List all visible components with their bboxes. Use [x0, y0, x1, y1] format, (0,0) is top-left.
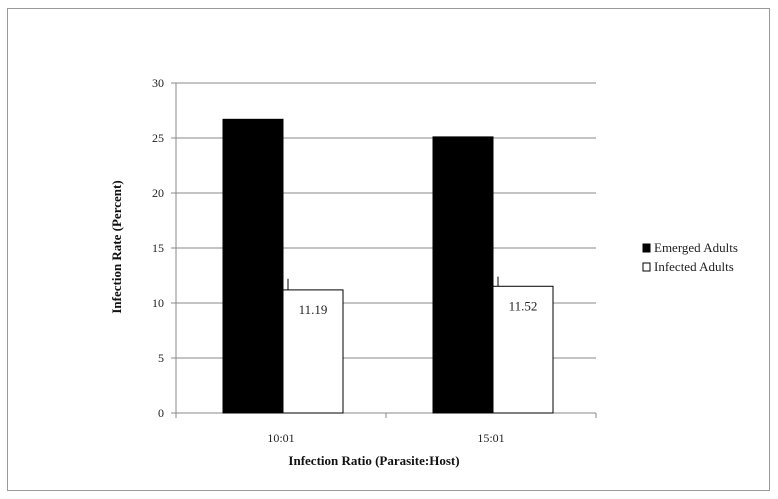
- legend-swatch: [642, 262, 651, 272]
- legend-label: Infected Adults: [654, 259, 734, 274]
- bar-infected-adults: [492, 285, 554, 414]
- legend-swatch: [642, 243, 651, 253]
- x-axis-title: Infection Ratio (Parasite:Host): [288, 453, 459, 468]
- x-tick-label: 15:01: [477, 431, 504, 445]
- bar-emerged-adults: [222, 118, 284, 414]
- data-label: 11.19: [299, 302, 328, 317]
- legend-label: Emerged Adults: [654, 240, 738, 255]
- error-bars: [287, 276, 499, 290]
- y-tick-label: 10: [152, 296, 164, 310]
- y-tick-label: 0: [158, 406, 164, 420]
- bar-infected-adults: [282, 289, 344, 414]
- data-label: 11.52: [509, 298, 538, 313]
- x-tick-label: 10:01: [267, 431, 294, 445]
- x-tick-labels: 10:01 15:01: [267, 431, 504, 445]
- y-tick-label: 25: [152, 131, 164, 145]
- y-tick-label: 20: [152, 186, 164, 200]
- y-tick-label: 15: [152, 241, 164, 255]
- y-tick-label: 5: [158, 351, 164, 365]
- bar-emerged-adults: [432, 136, 494, 414]
- legend: Emerged Adults Infected Adults: [642, 240, 738, 274]
- y-axis-title: Infection Rate (Percent): [109, 180, 124, 313]
- data-labels: 11.19 11.52: [299, 298, 538, 317]
- y-tick-label: 30: [152, 76, 164, 90]
- bars: [222, 118, 554, 414]
- y-tick-labels: 0 5 10 15 20 25 30: [152, 76, 164, 420]
